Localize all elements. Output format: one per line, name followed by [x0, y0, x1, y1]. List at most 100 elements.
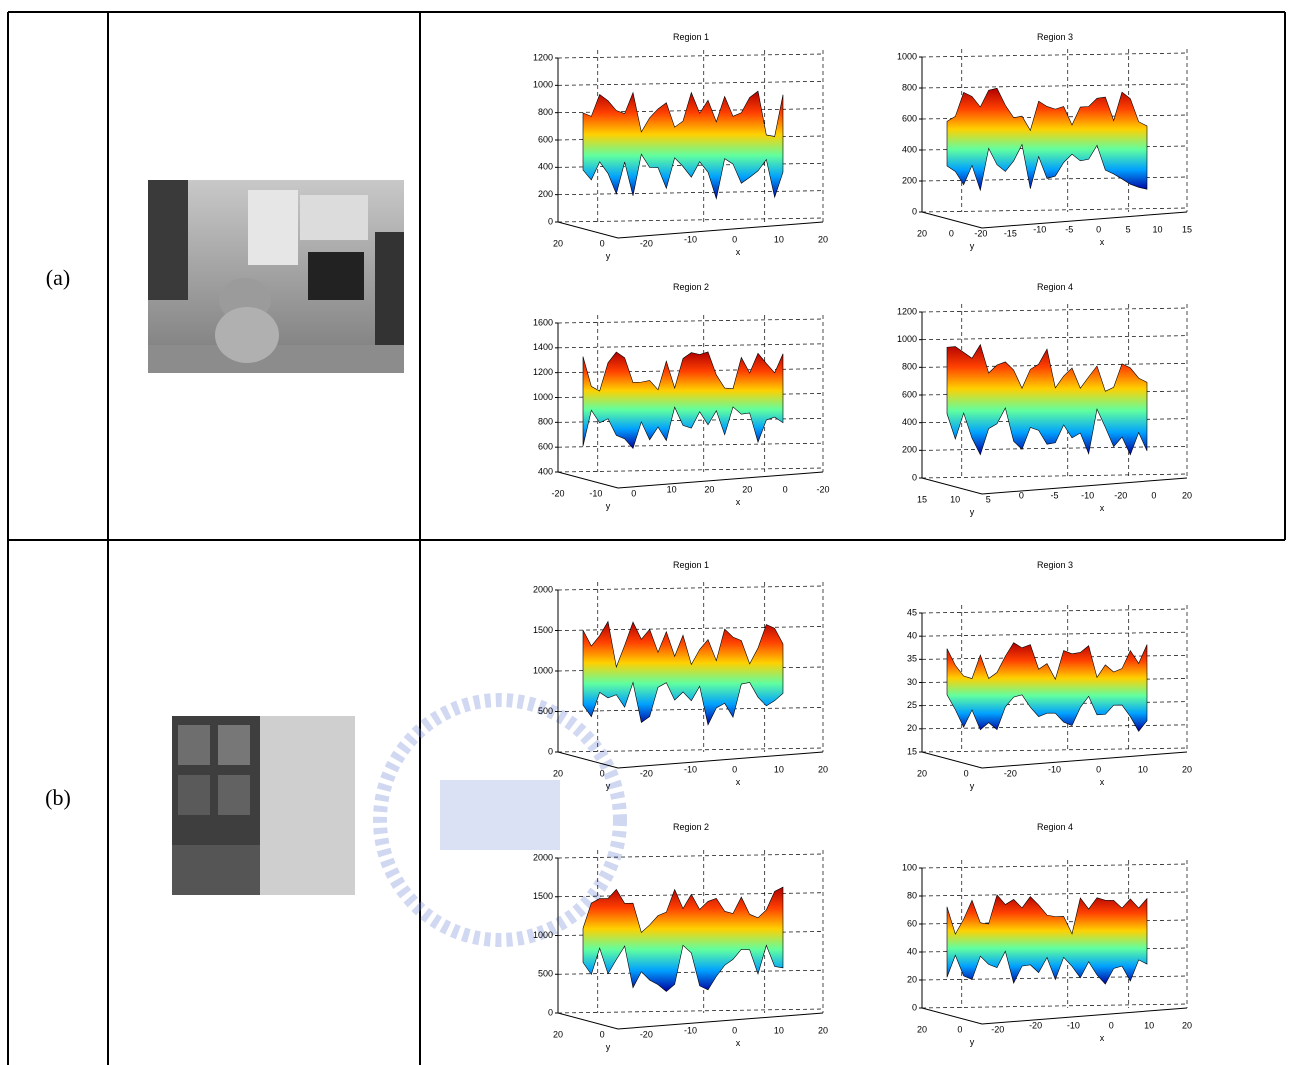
base-tick-label: 0: [600, 1029, 605, 1039]
y-axis-label: y: [606, 501, 611, 511]
plot-title: Region 1: [673, 560, 709, 570]
base-tick-label: 0: [732, 1025, 737, 1035]
x-axis-label: x: [1100, 777, 1105, 787]
base-tick-label: 20: [818, 764, 828, 774]
base-tick-label: -20: [551, 488, 564, 498]
base-tick-label: 20: [917, 228, 927, 238]
z-tick-label: 600: [902, 113, 917, 123]
base-tick-label: 0: [783, 484, 788, 494]
y-axis-label: y: [606, 1042, 611, 1052]
z-tick-label: 100: [902, 862, 917, 872]
base-tick-label: -10: [684, 234, 697, 244]
z-tick-label: 1000: [533, 665, 553, 675]
base-tick-label: 5: [986, 494, 991, 504]
z-tick-label: 0: [548, 746, 553, 756]
z-tick-label: 2000: [533, 584, 553, 594]
base-tick-label: -10: [1067, 1020, 1080, 1030]
z-tick-label: 500: [538, 706, 553, 716]
z-tick-label: 600: [538, 134, 553, 144]
z-tick-label: 400: [538, 466, 553, 476]
surface-plot: Region 315202530354045200-20-1001020yx: [907, 560, 1192, 791]
watermark: [380, 700, 620, 940]
z-tick-label: 1200: [533, 367, 553, 377]
surface-plot: Region 24006008001000120014001600-20-100…: [533, 282, 830, 511]
base-tick-label: 0: [631, 488, 636, 498]
base-tick-label: 10: [774, 1025, 784, 1035]
y-axis-label: y: [970, 241, 975, 251]
z-tick-label: 35: [907, 654, 917, 664]
x-axis-label: x: [1100, 1033, 1105, 1043]
plot-title: Region 3: [1037, 32, 1073, 42]
base-tick-label: 0: [1109, 1020, 1114, 1030]
base-tick-label: 0: [964, 768, 969, 778]
plot-title: Region 3: [1037, 560, 1073, 570]
base-tick-label: 10: [1138, 764, 1148, 774]
surface-plot: Region 4020406080100200-20-20-1001020yx: [902, 822, 1192, 1047]
z-tick-label: 1000: [533, 392, 553, 402]
z-tick-label: 1400: [533, 342, 553, 352]
base-tick-label: 0: [957, 1024, 962, 1034]
y-axis-label: y: [970, 781, 975, 791]
z-tick-label: 20: [907, 974, 917, 984]
base-tick-label: -20: [974, 228, 987, 238]
z-tick-label: 1000: [897, 51, 917, 61]
base-tick-label: 0: [732, 764, 737, 774]
base-tick-label: 20: [553, 238, 563, 248]
base-tick-label: 20: [742, 484, 752, 494]
base-tick-label: -10: [589, 488, 602, 498]
base-tick-label: 20: [917, 768, 927, 778]
surface: [583, 352, 783, 449]
page: (a)Region 1020040060080010001200200-20-1…: [0, 0, 1293, 1065]
base-tick-label: 0: [1096, 224, 1101, 234]
base-tick-label: -20: [640, 768, 653, 778]
base-tick-label: -10: [684, 764, 697, 774]
base-tick-label: 0: [949, 228, 954, 238]
z-tick-label: 1500: [533, 625, 553, 635]
base-tick-label: 20: [1182, 490, 1192, 500]
z-tick-label: 0: [912, 1002, 917, 1012]
base-tick-label: 0: [600, 768, 605, 778]
photo-b: [172, 716, 355, 895]
z-tick-label: 1600: [533, 317, 553, 327]
base-tick-label: 20: [553, 1029, 563, 1039]
base-tick-label: -5: [1050, 490, 1058, 500]
z-tick-label: 2000: [533, 852, 553, 862]
surface: [583, 887, 783, 991]
base-tick-label: 20: [553, 768, 563, 778]
base-tick-label: -20: [640, 1029, 653, 1039]
base-tick-label: 0: [1019, 490, 1024, 500]
x-axis-label: x: [736, 777, 741, 787]
base-tick-label: -20: [816, 484, 829, 494]
z-tick-label: 200: [902, 175, 917, 185]
base-tick-label: 10: [774, 764, 784, 774]
plot-title: Region 4: [1037, 822, 1073, 832]
plot-title: Region 2: [673, 282, 709, 292]
surface: [947, 88, 1147, 190]
row-label: (b): [45, 785, 71, 810]
z-tick-label: 400: [902, 144, 917, 154]
base-tick-label: -20: [1029, 1020, 1042, 1030]
base-tick-label: 5: [1126, 224, 1131, 234]
z-tick-label: 80: [907, 890, 917, 900]
x-axis-label: x: [1100, 503, 1105, 513]
z-tick-label: 45: [907, 607, 917, 617]
x-axis-label: x: [736, 247, 741, 257]
y-axis-label: y: [970, 1037, 975, 1047]
z-tick-label: 200: [902, 445, 917, 455]
z-tick-label: 1000: [533, 80, 553, 90]
z-tick-label: 800: [902, 362, 917, 372]
surface: [583, 621, 783, 724]
base-tick-label: 20: [704, 484, 714, 494]
z-tick-label: 25: [907, 700, 917, 710]
z-tick-label: 200: [538, 189, 553, 199]
base-tick-label: 15: [917, 494, 927, 504]
z-tick-label: 500: [538, 969, 553, 979]
z-tick-label: 0: [548, 216, 553, 226]
surface-plot: Region 20500100015002000200-20-1001020yx: [533, 822, 828, 1052]
base-tick-label: -20: [1004, 768, 1017, 778]
surface: [947, 345, 1147, 455]
row-label: (a): [46, 265, 70, 290]
base-tick-label: 10: [774, 234, 784, 244]
